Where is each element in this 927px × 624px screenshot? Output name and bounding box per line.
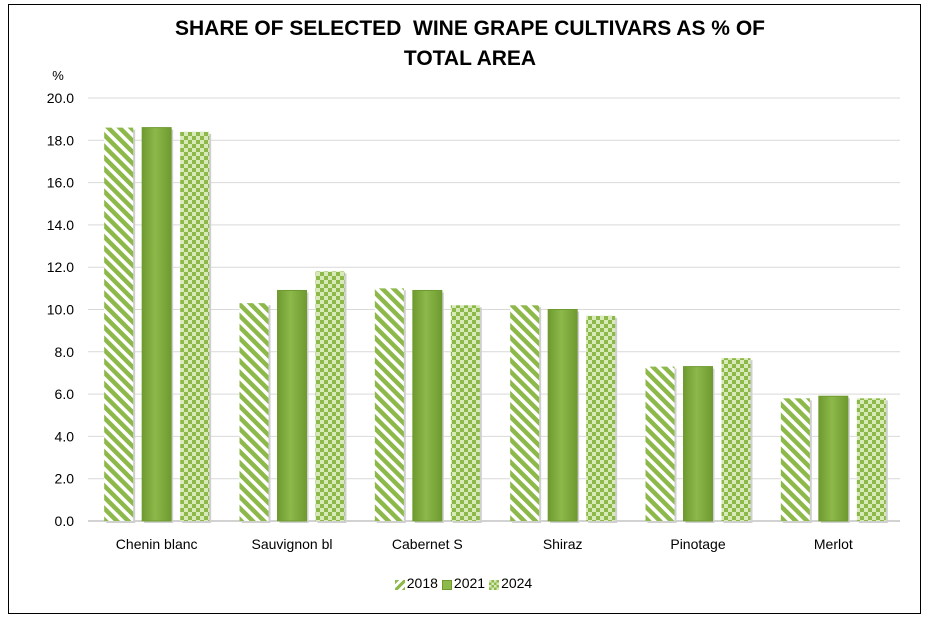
legend-label: 2018 <box>406 575 438 592</box>
legend-label: 2024 <box>501 575 533 592</box>
x-tick-label: Shiraz <box>543 536 583 552</box>
bar-2018-shiraz <box>510 305 540 521</box>
legend-item-2018: 2018 <box>394 575 438 592</box>
bar-2021-cabernet-s <box>412 289 443 522</box>
bar-2018-cabernet-s <box>374 288 404 521</box>
bar-2021-merlot <box>818 395 849 522</box>
chart-title: SHARE OF SELECTED WINE GRAPE CULTIVARS A… <box>175 17 765 70</box>
y-tick-label: 12.0 <box>47 259 74 275</box>
legend-item-2021: 2021 <box>441 575 486 592</box>
y-tick-label: 20.0 <box>47 90 74 106</box>
legend-swatch <box>489 579 500 590</box>
y-tick-label: 18.0 <box>47 132 74 148</box>
bar-2024-sauvignon-bl <box>315 271 345 521</box>
bar-2018-sauvignon-bl <box>239 303 269 521</box>
x-tick-label: Cabernet S <box>392 536 463 552</box>
bar-2021-shiraz <box>547 309 578 522</box>
y-tick-label: 10.0 <box>47 302 74 318</box>
legend: 2018 2021 2024 <box>0 574 927 591</box>
bar-2018-merlot <box>780 398 810 521</box>
y-axis-label: % <box>52 68 64 83</box>
bar-2021-sauvignon-bl <box>277 289 307 522</box>
y-tick-label: 16.0 <box>47 175 74 191</box>
legend-item-2024: 2024 <box>489 575 532 591</box>
y-tick-label: 6.0 <box>55 386 75 402</box>
legend-swatch <box>394 579 405 590</box>
x-tick-label: Chenin blanc <box>116 536 198 552</box>
y-tick-label: 0.0 <box>55 513 75 529</box>
y-tick-label: 14.0 <box>47 217 74 233</box>
bar-2018-chenin-blanc <box>104 127 134 522</box>
y-tick-label: 2.0 <box>55 471 75 487</box>
bar-2021-chenin-blanc <box>141 127 172 522</box>
bar-2024-merlot <box>856 398 886 521</box>
bar-2024-pinotage <box>721 358 751 521</box>
legend-label: 2021 <box>453 575 486 592</box>
y-tick-label: 8.0 <box>55 344 75 360</box>
bar-2021-pinotage <box>683 366 713 522</box>
x-tick-label: Sauvignon bl <box>252 536 333 552</box>
x-tick-label: Merlot <box>814 536 853 552</box>
bar-2024-shiraz <box>586 315 616 521</box>
bar-2024-cabernet-s <box>450 305 480 521</box>
bar-2024-chenin-blanc <box>180 131 210 521</box>
legend-swatch <box>441 579 452 590</box>
y-tick-label: 4.0 <box>55 428 75 444</box>
bar-2018-pinotage <box>645 366 675 521</box>
x-tick-label: Pinotage <box>670 536 725 552</box>
